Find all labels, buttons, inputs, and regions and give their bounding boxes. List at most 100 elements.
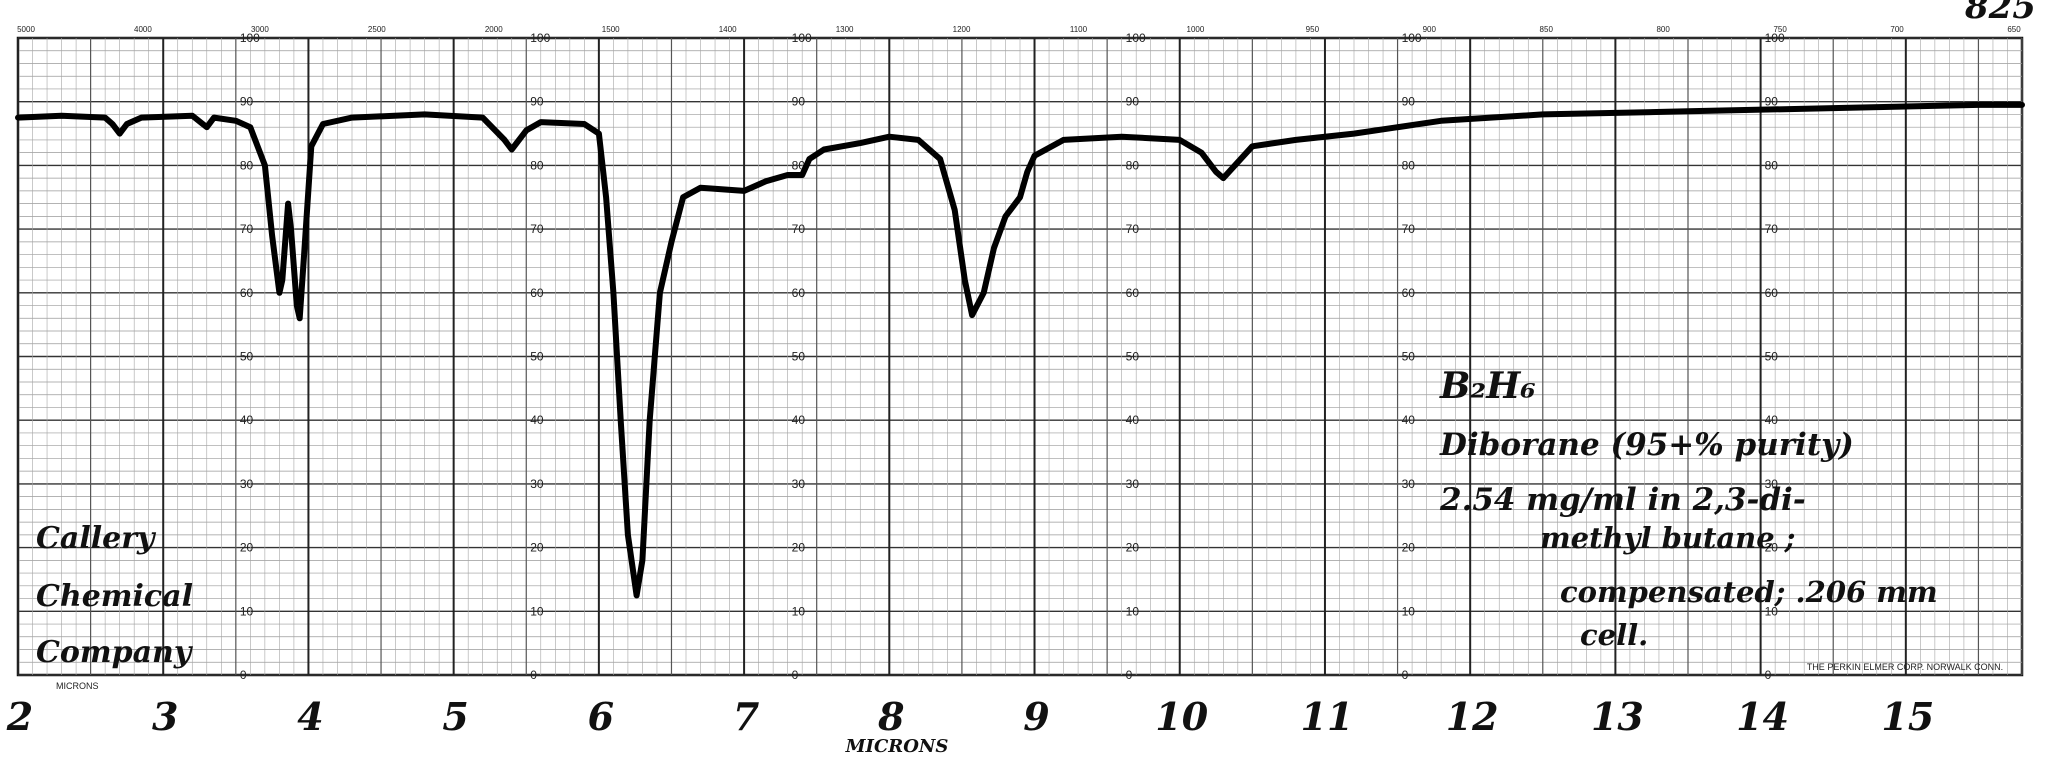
top-wavenumber-label: 3000 bbox=[251, 25, 269, 34]
y-tick-label: 70 bbox=[240, 222, 254, 236]
left-annotation-line: Chemical bbox=[36, 579, 193, 614]
y-tick-label: 50 bbox=[1402, 350, 1416, 364]
y-tick-label: 80 bbox=[1765, 158, 1779, 172]
top-wavenumber-label: 2000 bbox=[485, 25, 503, 34]
x-tick-label: 9 bbox=[1023, 694, 1049, 739]
annotation-line: compensated; .206 mm bbox=[1560, 575, 1938, 609]
y-tick-label: 70 bbox=[530, 222, 544, 236]
y-tick-label: 0 bbox=[1402, 668, 1409, 682]
top-wavenumber-label: 700 bbox=[1890, 25, 1904, 34]
annotation-line: Diborane (95+% purity) bbox=[1439, 427, 1854, 463]
y-tick-label: 30 bbox=[1126, 477, 1140, 491]
annotation-compound: B₂H₆ bbox=[1439, 365, 1536, 407]
left-annotation-line: Company bbox=[36, 635, 194, 670]
spectrum-line bbox=[15, 101, 2025, 599]
top-wavenumber-label: 2500 bbox=[368, 25, 386, 34]
annotation-line: methyl butane ; bbox=[1540, 521, 1795, 555]
y-tick-label: 60 bbox=[792, 286, 806, 300]
y-tick-label: 20 bbox=[1126, 541, 1140, 555]
x-tick-label: 4 bbox=[297, 694, 323, 739]
chart-grid: 5000 4000 3000 2500 2000 1500 1400 1300 1200 1100… bbox=[6, 25, 2024, 739]
annotation-line: 2.54 mg/ml in 2,3-di- bbox=[1439, 482, 1806, 518]
y-tick-label: 10 bbox=[530, 604, 544, 618]
y-tick-label: 70 bbox=[1402, 222, 1416, 236]
chart-marks bbox=[15, 101, 2025, 599]
x-axis-label: MICRONS bbox=[845, 736, 949, 757]
x-tick-label: 3 bbox=[152, 694, 178, 739]
y-tick-label: 20 bbox=[530, 541, 544, 555]
y-tick-label: 20 bbox=[240, 541, 254, 555]
y-tick-label: 40 bbox=[792, 413, 806, 427]
annotation-line: cell. bbox=[1580, 618, 1648, 652]
x-tick-label: 2 bbox=[6, 694, 33, 739]
y-tick-label: 30 bbox=[240, 477, 254, 491]
top-wavenumber-label: 800 bbox=[1656, 25, 1670, 34]
y-tick-label: 0 bbox=[792, 668, 799, 682]
y-tick-label: 50 bbox=[792, 350, 806, 364]
y-tick-label: 40 bbox=[1765, 413, 1779, 427]
y-tick-label: 10 bbox=[1126, 604, 1140, 618]
top-wavenumber-label: 650 bbox=[2007, 25, 2021, 34]
x-tick-label: 5 bbox=[442, 694, 468, 739]
x-tick-label: 12 bbox=[1446, 694, 1499, 739]
y-tick-label: 0 bbox=[1765, 668, 1772, 682]
y-tick-label: 50 bbox=[240, 350, 254, 364]
y-tick-label: 30 bbox=[530, 477, 544, 491]
top-wavenumber-label: 4000 bbox=[134, 25, 152, 34]
y-tick-label: 100 bbox=[530, 31, 550, 45]
y-tick-label: 100 bbox=[240, 31, 260, 45]
top-wavenumber-label: 1100 bbox=[1070, 25, 1088, 34]
x-tick-label: 6 bbox=[588, 694, 614, 739]
y-tick-label: 50 bbox=[530, 350, 544, 364]
y-tick-label: 40 bbox=[240, 413, 254, 427]
y-tick-label: 20 bbox=[1402, 541, 1416, 555]
y-tick-label: 70 bbox=[1765, 222, 1779, 236]
x-tick-label: 15 bbox=[1881, 694, 1934, 739]
left-annotation: Callery Chemical Company bbox=[36, 521, 194, 670]
x-tick-label: 11 bbox=[1301, 694, 1354, 739]
y-tick-label: 70 bbox=[1126, 222, 1140, 236]
y-tick-label: 80 bbox=[530, 158, 544, 172]
y-tick-label: 50 bbox=[1126, 350, 1140, 364]
y-tick-label: 80 bbox=[240, 158, 254, 172]
y-tick-label: 90 bbox=[530, 95, 544, 109]
y-tick-label: 40 bbox=[1126, 413, 1140, 427]
y-tick-label: 80 bbox=[1126, 158, 1140, 172]
y-tick-label: 90 bbox=[792, 95, 806, 109]
y-tick-label: 100 bbox=[1765, 31, 1785, 45]
y-tick-label: 0 bbox=[1126, 668, 1133, 682]
printer-credit: THE PERKIN ELMER CORP. NORWALK CONN. bbox=[1807, 662, 2003, 672]
top-wavenumber-label: 1500 bbox=[602, 25, 620, 34]
y-tick-label: 30 bbox=[1765, 477, 1779, 491]
y-tick-label: 20 bbox=[792, 541, 806, 555]
y-tick-label: 80 bbox=[1402, 158, 1416, 172]
top-wavenumber-label: 1300 bbox=[836, 25, 854, 34]
y-tick-label: 0 bbox=[240, 668, 247, 682]
y-tick-label: 60 bbox=[1765, 286, 1779, 300]
y-tick-label: 10 bbox=[792, 604, 806, 618]
y-tick-label: 90 bbox=[1402, 95, 1416, 109]
y-tick-label: 60 bbox=[1126, 286, 1140, 300]
x-tick-label: 13 bbox=[1591, 694, 1644, 739]
y-tick-label: 20 bbox=[1765, 541, 1779, 555]
y-tick-label: 50 bbox=[1765, 350, 1779, 364]
top-wavenumber-label: 5000 bbox=[17, 25, 35, 34]
y-tick-label: 90 bbox=[240, 95, 254, 109]
y-tick-label: 90 bbox=[1765, 95, 1779, 109]
y-tick-label: 100 bbox=[792, 31, 812, 45]
y-tick-label: 60 bbox=[240, 286, 254, 300]
y-tick-label: 40 bbox=[530, 413, 544, 427]
x-axis-corner-label: MICRONS bbox=[56, 681, 99, 691]
top-wavenumber-label: 1200 bbox=[953, 25, 971, 34]
y-tick-label: 60 bbox=[1402, 286, 1416, 300]
top-wavenumber-label: 900 bbox=[1423, 25, 1437, 34]
y-tick-label: 90 bbox=[1126, 95, 1140, 109]
y-tick-label: 100 bbox=[1402, 31, 1422, 45]
y-tick-label: 30 bbox=[1402, 477, 1416, 491]
y-tick-label: 60 bbox=[530, 286, 544, 300]
annotation-block: B₂H₆ Diborane (95+% purity) 2.54 mg/ml i… bbox=[1439, 365, 1938, 652]
left-annotation-line: Callery bbox=[36, 521, 157, 556]
top-wavenumber-label: 1000 bbox=[1187, 25, 1205, 34]
y-tick-label: 10 bbox=[1402, 604, 1416, 618]
x-tick-label: 10 bbox=[1155, 694, 1208, 739]
